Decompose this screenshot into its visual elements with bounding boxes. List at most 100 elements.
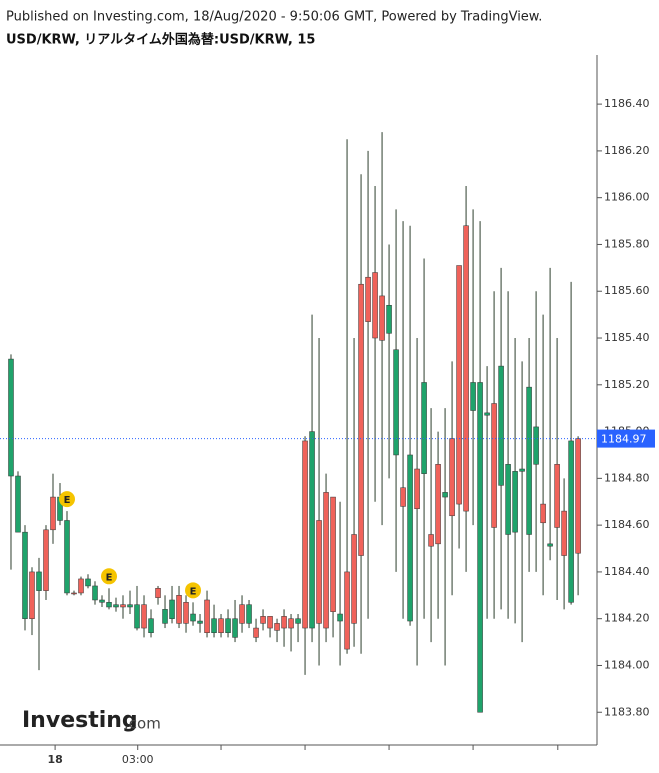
candle: [99, 595, 105, 607]
candle-body: [344, 571, 350, 650]
candle-body: [8, 358, 14, 477]
candle-body: [253, 627, 259, 638]
candle-body: [561, 510, 567, 556]
candle-body: [22, 531, 28, 619]
candle: [519, 361, 525, 643]
candle: [169, 585, 175, 624]
candle: [176, 585, 182, 629]
candle: [386, 244, 392, 479]
candle-body: [414, 468, 420, 510]
candle: [463, 185, 469, 572]
candle-body: [190, 613, 196, 622]
candle-body: [421, 382, 427, 474]
candle: [204, 590, 210, 638]
event-marker: [101, 568, 118, 585]
candle: [575, 436, 581, 596]
candle-body: [148, 618, 154, 633]
candle: [183, 595, 189, 633]
candle: [407, 225, 413, 626]
event-marker: [59, 491, 76, 508]
candle: [113, 597, 119, 612]
candle: [547, 267, 553, 561]
logo-suffix: .com: [124, 715, 161, 733]
candle-body: [43, 529, 49, 591]
candle: [190, 602, 196, 626]
candle-body: [407, 454, 413, 622]
candle-body: [295, 618, 301, 624]
y-tick-label: 1184.80: [604, 471, 650, 484]
candle: [71, 590, 77, 596]
candle: [414, 338, 420, 666]
candle: [260, 609, 266, 631]
candle-body: [162, 609, 168, 624]
candle: [148, 609, 154, 638]
chart-title: USD/KRW, リアルタイム外国為替:USD/KRW, 15: [6, 32, 315, 48]
y-tick-label: 1186.20: [604, 144, 650, 157]
candle-body: [246, 604, 252, 624]
candle: [316, 338, 322, 666]
candle: [43, 525, 49, 600]
y-tick-label: 1185.20: [604, 378, 650, 391]
candle-body: [505, 464, 511, 535]
candle-body: [197, 620, 203, 624]
candle: [435, 431, 441, 619]
candle: [533, 291, 539, 572]
candle: [456, 265, 462, 549]
candle-body: [575, 438, 581, 554]
candle: [8, 354, 14, 570]
candle: [281, 609, 287, 647]
candle-body: [484, 412, 490, 416]
candle-body: [309, 431, 315, 629]
candle-body: [176, 595, 182, 624]
candle-body: [29, 571, 35, 619]
candle-body: [99, 599, 105, 603]
candle-body: [113, 604, 119, 608]
candle: [288, 614, 294, 652]
candle: [141, 595, 147, 638]
candle-body: [400, 487, 406, 507]
candle: [428, 408, 434, 643]
candle: [295, 614, 301, 643]
candle: [85, 574, 91, 589]
candle-body: [50, 496, 56, 531]
candle-body: [183, 602, 189, 624]
candle: [491, 291, 497, 619]
candle: [78, 576, 84, 596]
candle-body: [85, 578, 91, 587]
candle: [540, 314, 546, 596]
candle-body: [477, 382, 483, 713]
candle-body: [64, 520, 70, 594]
candle-body: [428, 534, 434, 547]
candle: [64, 511, 70, 596]
candle-body: [232, 618, 238, 638]
candle: [512, 338, 518, 624]
candle: [309, 314, 315, 643]
last-price-box: [597, 429, 655, 448]
candle: [302, 436, 308, 675]
candle-body: [519, 468, 525, 472]
candle-body: [127, 604, 133, 608]
candle-body: [267, 616, 273, 629]
candle: [15, 471, 21, 533]
candle: [526, 338, 532, 572]
candle: [232, 599, 238, 643]
candle-body: [92, 585, 98, 601]
candle: [337, 501, 343, 666]
candle: [421, 258, 427, 619]
candle: [554, 338, 560, 600]
candle: [379, 132, 385, 526]
x-tick-label: 18: [47, 753, 62, 766]
candle-body: [568, 440, 574, 603]
candle: [92, 581, 98, 605]
candle-body: [358, 283, 364, 556]
y-tick-label: 1184.20: [604, 612, 650, 625]
candle: [197, 614, 203, 633]
candle: [29, 567, 35, 636]
candle-body: [351, 534, 357, 624]
candle-body: [218, 618, 224, 633]
candle: [484, 366, 490, 619]
candle-body: [449, 438, 455, 517]
candle: [274, 618, 280, 643]
candle: [127, 590, 133, 615]
